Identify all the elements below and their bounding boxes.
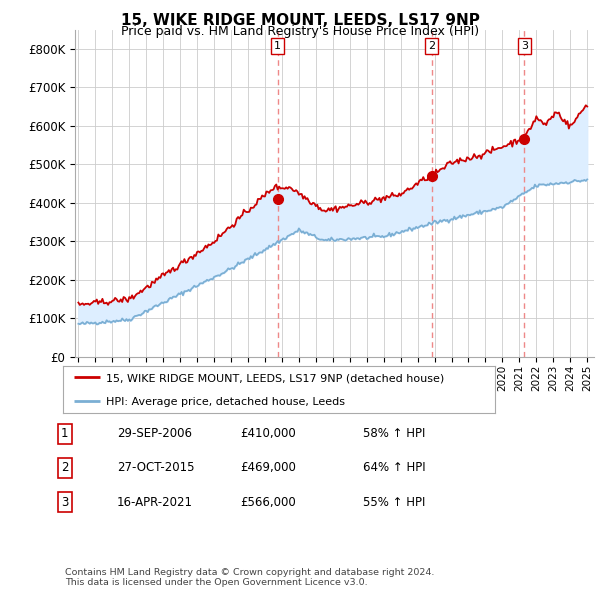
Text: 1: 1: [61, 427, 68, 440]
Text: 15, WIKE RIDGE MOUNT, LEEDS, LS17 9NP (detached house): 15, WIKE RIDGE MOUNT, LEEDS, LS17 9NP (d…: [106, 373, 445, 383]
Text: £410,000: £410,000: [240, 427, 296, 440]
Text: HPI: Average price, detached house, Leeds: HPI: Average price, detached house, Leed…: [106, 396, 345, 407]
Text: 58% ↑ HPI: 58% ↑ HPI: [363, 427, 425, 440]
Text: Contains HM Land Registry data © Crown copyright and database right 2024.
This d: Contains HM Land Registry data © Crown c…: [65, 568, 434, 587]
Text: 2: 2: [61, 461, 68, 474]
Text: 16-APR-2021: 16-APR-2021: [117, 496, 193, 509]
Text: 1: 1: [274, 41, 281, 51]
Text: 3: 3: [61, 496, 68, 509]
Text: 55% ↑ HPI: 55% ↑ HPI: [363, 496, 425, 509]
Text: £469,000: £469,000: [240, 461, 296, 474]
Text: 29-SEP-2006: 29-SEP-2006: [117, 427, 192, 440]
Text: Price paid vs. HM Land Registry's House Price Index (HPI): Price paid vs. HM Land Registry's House …: [121, 25, 479, 38]
Text: 2: 2: [428, 41, 435, 51]
Text: 27-OCT-2015: 27-OCT-2015: [117, 461, 194, 474]
Text: 15, WIKE RIDGE MOUNT, LEEDS, LS17 9NP: 15, WIKE RIDGE MOUNT, LEEDS, LS17 9NP: [121, 13, 479, 28]
Text: £566,000: £566,000: [240, 496, 296, 509]
Text: 64% ↑ HPI: 64% ↑ HPI: [363, 461, 425, 474]
Text: 3: 3: [521, 41, 528, 51]
